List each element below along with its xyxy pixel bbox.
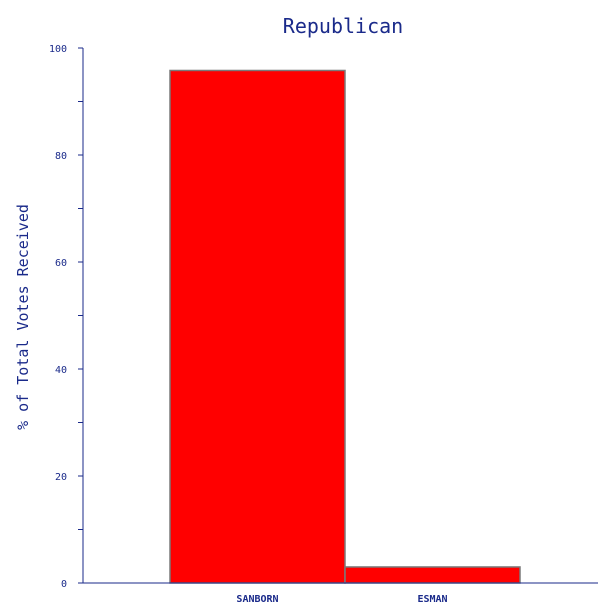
y-tick-label: 20 — [55, 472, 67, 483]
y-tick-label: 60 — [55, 258, 67, 269]
y-tick-label: 100 — [49, 44, 67, 55]
bar-esman — [344, 566, 521, 584]
y-ticks: 0 20 40 60 80 100 — [49, 44, 83, 590]
x-category-labels: SANBORN ESMAN — [236, 594, 447, 605]
x-category-label: ESMAN — [417, 594, 447, 605]
chart-title: Republican — [283, 14, 403, 38]
bar-sanborn — [169, 69, 346, 584]
y-axis-title: % of Total Votes Received — [14, 204, 32, 430]
y-tick-label: 40 — [55, 365, 67, 376]
y-tick-label: 80 — [55, 151, 67, 162]
y-tick-label: 0 — [61, 579, 67, 590]
x-category-label: SANBORN — [236, 594, 278, 605]
bars-layer — [169, 69, 521, 584]
